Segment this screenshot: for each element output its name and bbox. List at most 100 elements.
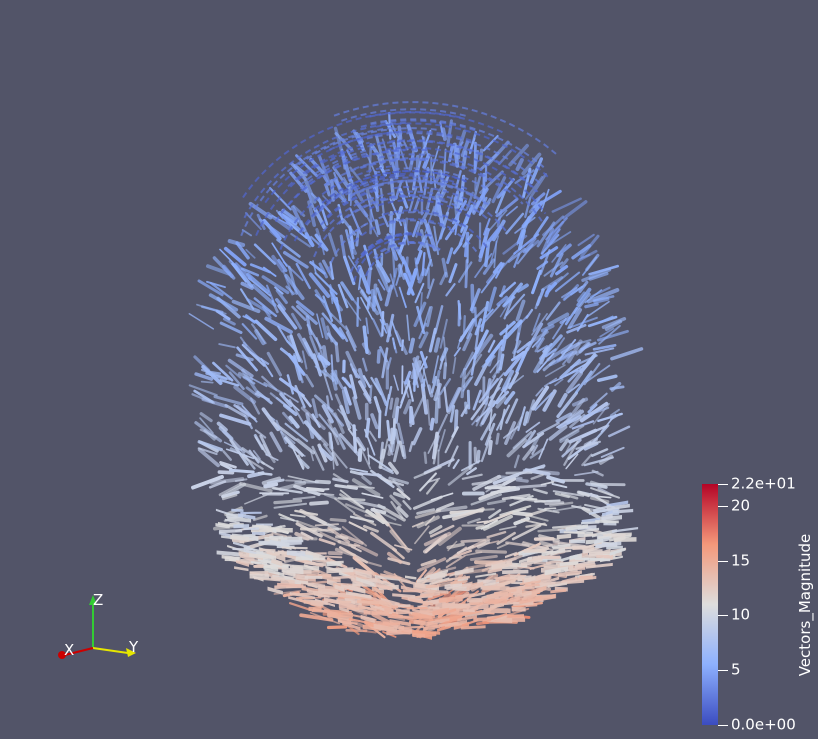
vector-glyph — [261, 476, 282, 485]
vector-glyph — [539, 540, 553, 548]
vector-glyph — [531, 269, 542, 295]
vector-glyph — [429, 577, 450, 586]
vector-glyph — [404, 266, 412, 284]
vector-glyph — [590, 496, 610, 504]
vector-glyph — [312, 260, 317, 274]
vector-glyph — [531, 313, 548, 336]
vector-glyph — [304, 575, 323, 579]
vector-glyph — [295, 438, 316, 455]
vector-glyph — [311, 445, 325, 471]
vector-glyph — [590, 487, 620, 499]
vector-glyph — [246, 298, 272, 315]
vector-glyph — [534, 581, 562, 588]
vector-glyph — [446, 542, 465, 550]
vector-glyph — [486, 612, 507, 622]
vector-glyph — [392, 397, 400, 419]
vector-glyph — [241, 455, 264, 470]
vector-glyph — [334, 393, 347, 416]
vector-glyph — [239, 481, 273, 493]
vector-glyph — [201, 305, 224, 314]
vector-glyph — [327, 526, 350, 544]
vector-glyph — [446, 247, 454, 265]
vector-glyph — [212, 361, 234, 382]
vector-glyph — [423, 451, 428, 465]
vector-glyph — [584, 557, 611, 562]
vector-glyph — [525, 399, 536, 424]
vector-glyph — [513, 233, 540, 255]
vector-glyph — [357, 600, 385, 605]
vector-glyph — [435, 618, 450, 623]
vector-glyph — [222, 264, 234, 278]
vector-glyph — [249, 376, 268, 388]
vector-glyph — [213, 395, 244, 406]
vector-glyph — [392, 251, 396, 278]
vector-glyph — [576, 291, 586, 303]
vector-glyph — [398, 145, 409, 170]
vector-glyph — [384, 284, 394, 307]
vector-glyph — [524, 583, 540, 587]
vector-glyph — [437, 526, 462, 546]
vector-glyph — [260, 357, 274, 378]
vector-glyph — [459, 351, 474, 378]
vector-glyph — [610, 381, 622, 392]
vector-glyph — [403, 272, 415, 296]
vector-glyph — [529, 564, 545, 571]
vector-glyph — [536, 345, 549, 353]
vector-glyph — [343, 255, 356, 286]
vector-glyph — [489, 235, 500, 264]
vector-glyph — [229, 438, 249, 466]
vector-glyph — [344, 298, 362, 322]
vector-glyph — [567, 316, 598, 330]
vector-glyph — [416, 515, 440, 529]
vector-glyph — [401, 444, 407, 460]
vector-glyph — [454, 567, 474, 576]
vector-glyph — [567, 367, 582, 383]
vector-glyph — [525, 175, 544, 200]
vector-glyph — [320, 317, 329, 340]
vector-glyph-arc — [353, 236, 406, 282]
vector-glyph-arc — [327, 222, 369, 273]
vector-glyph — [606, 503, 630, 511]
vector-glyph — [609, 547, 626, 556]
vector-glyph — [254, 429, 267, 439]
vector-glyph — [416, 557, 447, 573]
vector-glyph — [602, 510, 613, 517]
vector-glyph — [499, 525, 517, 531]
vector-glyph — [591, 448, 609, 457]
vector-glyph — [429, 524, 455, 538]
vector-glyph — [220, 462, 233, 471]
vector-glyph-arc — [243, 121, 407, 219]
vector-glyph — [452, 142, 460, 168]
vector-glyph — [256, 213, 266, 231]
vector-glyph — [606, 500, 629, 508]
vector-glyph — [283, 403, 298, 417]
vector-glyph — [345, 331, 357, 352]
vector-glyph — [270, 576, 285, 581]
vector-glyph — [507, 247, 526, 263]
vector-glyph — [419, 291, 423, 320]
vector-glyph — [377, 409, 382, 439]
vector-glyph — [318, 538, 336, 546]
vector-glyph — [392, 593, 416, 599]
vector-glyph — [423, 531, 452, 547]
vector-glyph — [548, 424, 568, 441]
vector-glyph — [595, 520, 619, 524]
vector-glyph — [521, 152, 542, 176]
vector-glyph — [587, 403, 598, 414]
vector-glyph — [398, 626, 412, 633]
vector-glyph — [516, 340, 532, 354]
vector-glyph — [329, 517, 347, 523]
vector-glyph — [439, 318, 448, 349]
vector-glyph — [234, 566, 249, 572]
vector-glyph — [474, 306, 478, 327]
vector-glyph — [374, 219, 381, 236]
vector-glyph — [433, 225, 440, 256]
vector-glyph — [450, 610, 468, 616]
vector-glyph — [475, 549, 508, 554]
vector-glyph — [511, 524, 542, 541]
vector-glyph — [392, 479, 404, 493]
vector-glyph — [294, 384, 306, 409]
vector-glyph — [519, 556, 532, 564]
